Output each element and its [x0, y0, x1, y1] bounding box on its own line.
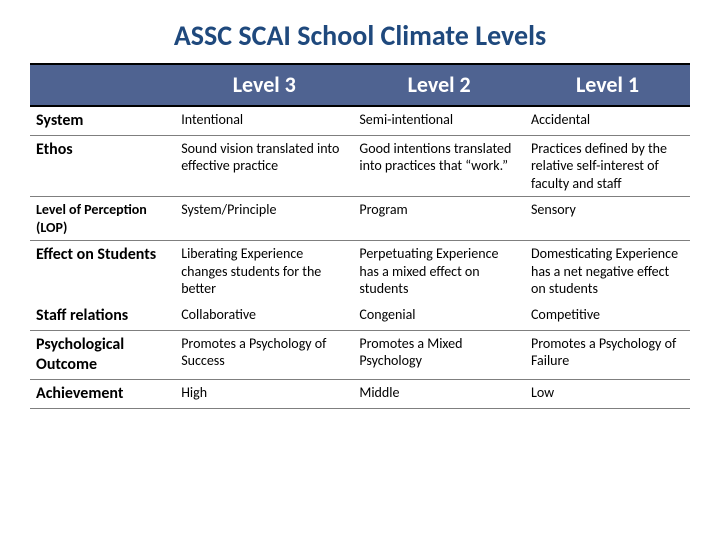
row-header: Level of Perception (LOP): [30, 197, 175, 241]
cell: Practices defined by the relative self-i…: [525, 135, 690, 197]
table-row: Level of Perception (LOP) System/Princip…: [30, 197, 690, 241]
header-level2: Level 2: [353, 64, 525, 106]
slide-title: ASSC SCAI School Climate Levels: [30, 18, 690, 53]
header-blank: [30, 64, 175, 106]
cell: Promotes a Mixed Psychology: [353, 330, 525, 379]
table-row: Staff relations Collaborative Congenial …: [30, 302, 690, 331]
cell: Promotes a Psychology of Success: [175, 330, 353, 379]
cell: Collaborative: [175, 302, 353, 331]
cell: Sensory: [525, 197, 690, 241]
header-level3: Level 3: [175, 64, 353, 106]
cell: Liberating Experience changes students f…: [175, 241, 353, 302]
row-header: System: [30, 106, 175, 136]
cell: High: [175, 379, 353, 408]
table-row: Achievement High Middle Low: [30, 379, 690, 408]
table-row: Effect on Students Liberating Experience…: [30, 241, 690, 302]
cell: System/Principle: [175, 197, 353, 241]
table-row: Ethos Sound vision translated into effec…: [30, 135, 690, 197]
row-header: Achievement: [30, 379, 175, 408]
cell: Middle: [353, 379, 525, 408]
cell: Promotes a Psychology of Failure: [525, 330, 690, 379]
cell: Semi-intentional: [353, 106, 525, 136]
cell: Intentional: [175, 106, 353, 136]
cell: Domesticating Experience has a net negat…: [525, 241, 690, 302]
cell: Accidental: [525, 106, 690, 136]
table-header-row: Level 3 Level 2 Level 1: [30, 64, 690, 106]
cell: Low: [525, 379, 690, 408]
row-header: Effect on Students: [30, 241, 175, 302]
row-header: Psychological Outcome: [30, 330, 175, 379]
table-row: System Intentional Semi-intentional Acci…: [30, 106, 690, 136]
cell: Sound vision translated into effective p…: [175, 135, 353, 197]
cell: Perpetuating Experience has a mixed effe…: [353, 241, 525, 302]
header-level1: Level 1: [525, 64, 690, 106]
cell: Congenial: [353, 302, 525, 331]
climate-levels-table: Level 3 Level 2 Level 1 System Intention…: [30, 63, 690, 409]
row-header: Ethos: [30, 135, 175, 197]
cell: Program: [353, 197, 525, 241]
slide-container: ASSC SCAI School Climate Levels Level 3 …: [0, 0, 720, 421]
row-header: Staff relations: [30, 302, 175, 331]
table-row: Psychological Outcome Promotes a Psychol…: [30, 330, 690, 379]
cell: Good intentions translated into practice…: [353, 135, 525, 197]
cell: Competitive: [525, 302, 690, 331]
